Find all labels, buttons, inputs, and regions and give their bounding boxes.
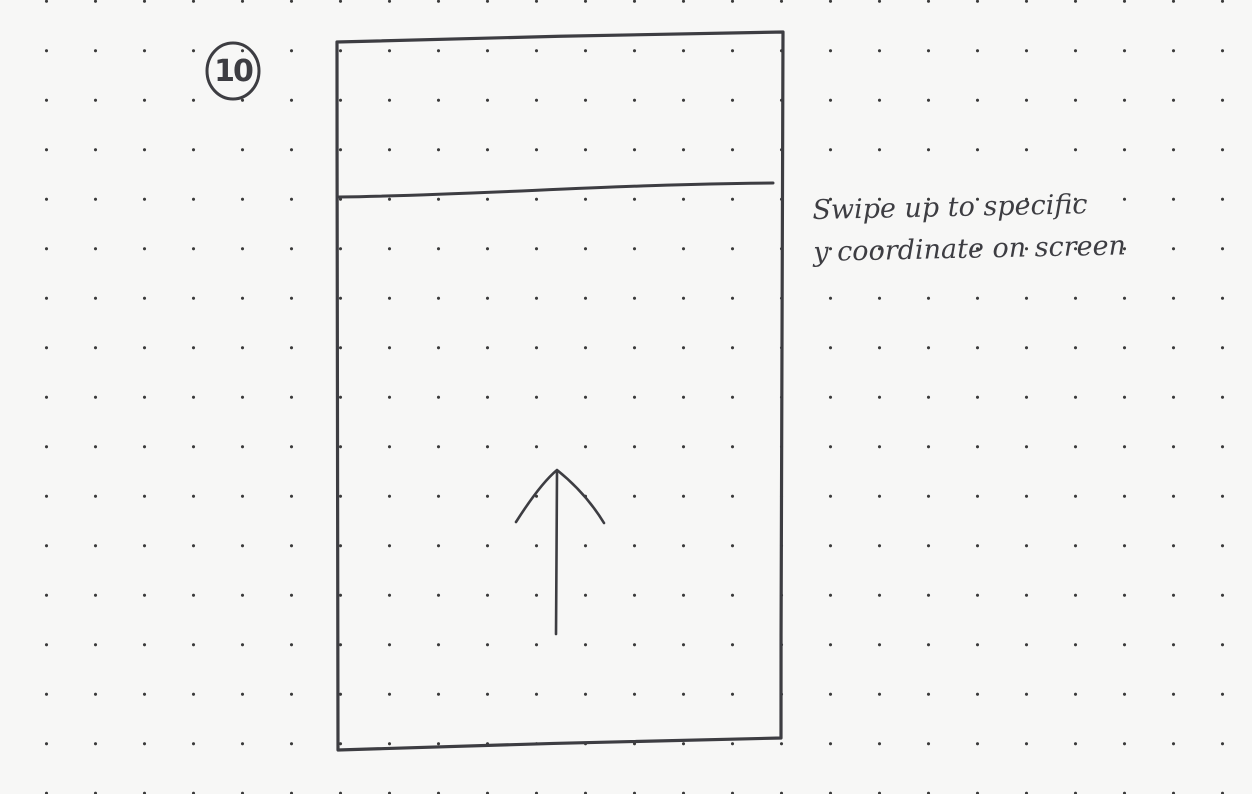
annotation-line-2: y coordinate on screen: [812, 230, 1127, 268]
step-number: 10: [214, 53, 254, 89]
step-number-circle: [205, 41, 261, 101]
annotation-note: Swipe up to specific y coordinate on scr…: [812, 183, 1154, 274]
annotation-line-1: Swipe up to specific: [812, 189, 1088, 226]
header-divider: [337, 181, 775, 199]
phone-screen-frame: [335, 30, 785, 752]
arrow-head: [514, 468, 606, 525]
swipe-up-arrow-icon: [514, 468, 606, 636]
arrow-shaft: [554, 470, 559, 636]
